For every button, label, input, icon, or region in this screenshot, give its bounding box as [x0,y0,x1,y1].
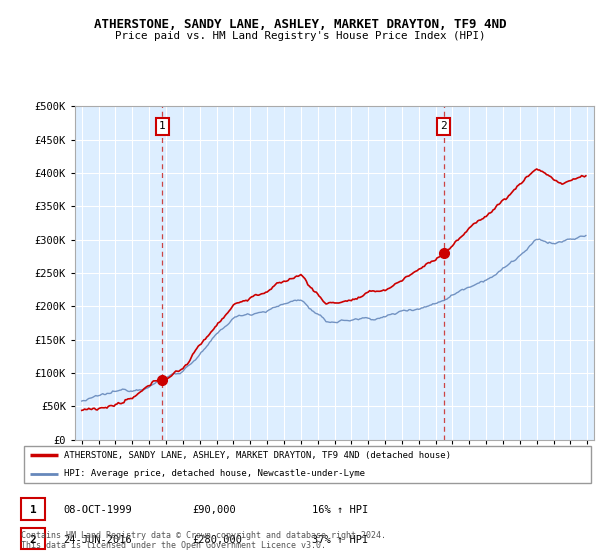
FancyBboxPatch shape [24,446,591,483]
Text: 1: 1 [159,122,166,132]
Text: Price paid vs. HM Land Registry's House Price Index (HPI): Price paid vs. HM Land Registry's House … [115,31,485,41]
Text: ATHERSTONE, SANDY LANE, ASHLEY, MARKET DRAYTON, TF9 4ND: ATHERSTONE, SANDY LANE, ASHLEY, MARKET D… [94,18,506,31]
Text: £280,000: £280,000 [192,535,242,545]
Text: 2: 2 [440,122,447,132]
Text: 16% ↑ HPI: 16% ↑ HPI [312,505,368,515]
Text: 2: 2 [29,535,37,545]
Text: £90,000: £90,000 [192,505,236,515]
Text: HPI: Average price, detached house, Newcastle-under-Lyme: HPI: Average price, detached house, Newc… [64,469,365,478]
Text: 08-OCT-1999: 08-OCT-1999 [63,505,132,515]
Text: Contains HM Land Registry data © Crown copyright and database right 2024.
This d: Contains HM Land Registry data © Crown c… [21,530,386,550]
Text: 37% ↑ HPI: 37% ↑ HPI [312,535,368,545]
Text: 1: 1 [29,505,37,515]
Text: 24-JUN-2016: 24-JUN-2016 [63,535,132,545]
Text: ATHERSTONE, SANDY LANE, ASHLEY, MARKET DRAYTON, TF9 4ND (detached house): ATHERSTONE, SANDY LANE, ASHLEY, MARKET D… [64,451,451,460]
